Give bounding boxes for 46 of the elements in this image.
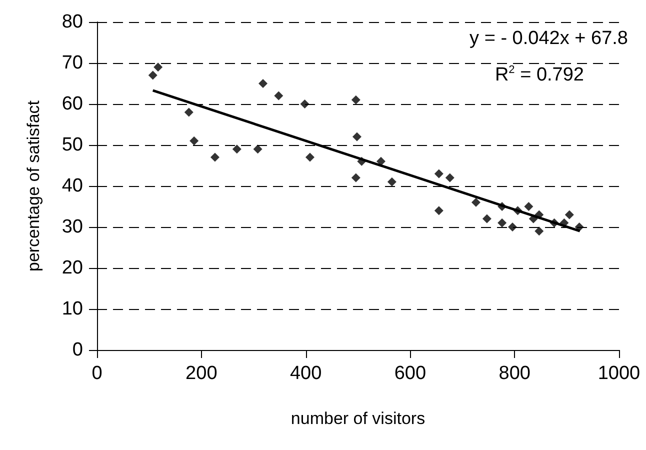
point xyxy=(154,62,163,72)
y-axis-title: percentage of satisfact xyxy=(24,100,43,272)
y-tick-label: 70 xyxy=(62,52,83,74)
x-tick-label: 200 xyxy=(186,363,218,384)
x-tick-label: 600 xyxy=(394,363,426,384)
point xyxy=(564,210,574,220)
point xyxy=(482,214,492,224)
x-tick-label: 400 xyxy=(290,363,322,384)
annotation: y = - 0.042x + 67.8 xyxy=(470,28,628,50)
point xyxy=(184,108,194,117)
point xyxy=(352,132,362,142)
y-tick-label: 20 xyxy=(62,258,83,278)
y-tick-label: 40 xyxy=(62,176,83,196)
y-tick-label: 30 xyxy=(62,216,83,238)
point xyxy=(445,173,454,182)
point xyxy=(210,152,220,162)
y-tick-label: 10 xyxy=(62,298,83,320)
point xyxy=(351,173,360,182)
point xyxy=(300,100,310,108)
y-tick-label: 50 xyxy=(62,134,83,156)
point xyxy=(508,222,518,232)
y-tick-label: 60 xyxy=(62,94,83,114)
point xyxy=(258,79,268,88)
point xyxy=(274,91,284,100)
annotation: R$^{2}$ = 0.792 xyxy=(494,64,584,86)
x-tick-label: 800 xyxy=(498,363,530,384)
x-tick-label: 1000 xyxy=(598,363,640,384)
point xyxy=(574,222,584,232)
point xyxy=(498,218,507,228)
point xyxy=(434,206,444,216)
point xyxy=(305,152,314,162)
point xyxy=(524,202,534,211)
point xyxy=(387,177,396,186)
point xyxy=(148,70,158,80)
point xyxy=(253,144,262,154)
point xyxy=(232,144,242,154)
point xyxy=(434,169,444,178)
y-tick-label: 0 xyxy=(72,340,83,360)
point xyxy=(534,226,544,236)
y-tick-label: 80 xyxy=(62,12,83,32)
point xyxy=(190,136,199,146)
point xyxy=(376,156,386,166)
x-tick-label: 0 xyxy=(92,363,102,384)
x-axis-title: number of visitors xyxy=(290,409,426,428)
point xyxy=(471,198,480,207)
point xyxy=(351,95,360,104)
